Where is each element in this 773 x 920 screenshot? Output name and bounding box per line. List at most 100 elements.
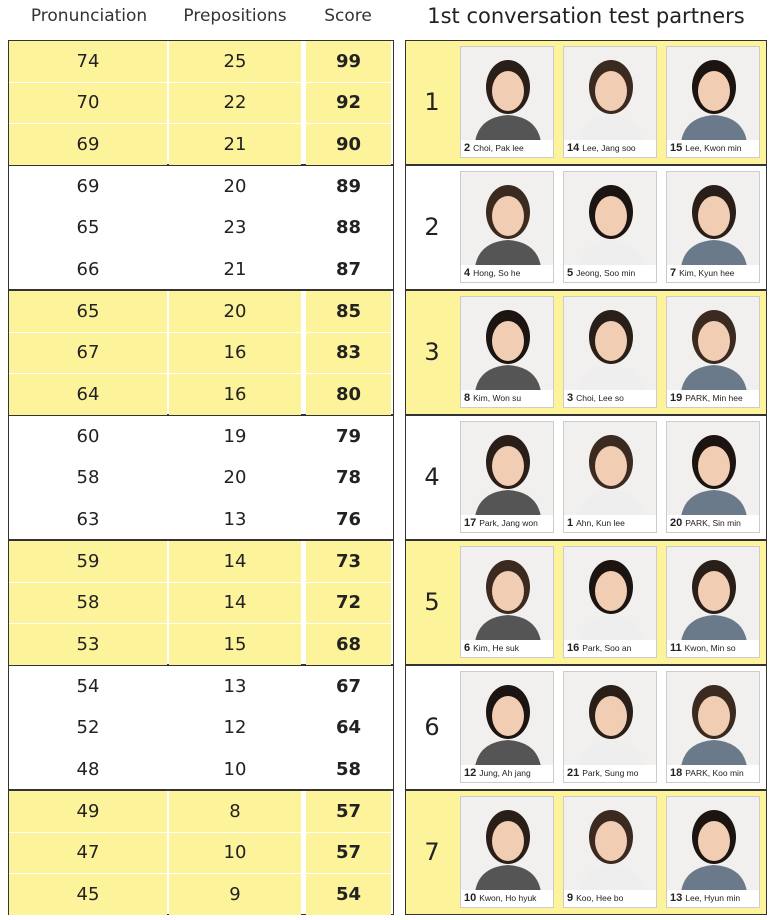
partner-number: 2: [464, 142, 470, 154]
table-cell: 65: [9, 291, 167, 332]
portrait: [667, 797, 760, 892]
table-cell: 89: [306, 166, 391, 207]
table-cell: 57: [306, 833, 391, 874]
group-number: 6: [406, 666, 458, 788]
page: Pronunciation Prepositions Score 1st con…: [0, 0, 773, 920]
table-cell: 25: [169, 41, 301, 82]
group-number: 3: [406, 291, 458, 413]
portrait: [667, 47, 760, 142]
partner-name: Koo, Hee bo: [576, 893, 623, 903]
partner-name: Ahn, Kun lee: [576, 518, 625, 528]
partner-name: Choi, Lee so: [576, 393, 624, 403]
partner-photo: 3Choi, Lee so: [563, 296, 657, 408]
table-cell: 20: [169, 291, 301, 332]
table-cell: 20: [169, 458, 301, 499]
partner-name: Kim, Won su: [473, 393, 521, 403]
table-cell: 66: [9, 249, 167, 290]
portrait: [461, 297, 554, 392]
partner-name: PARK, Min hee: [685, 393, 742, 403]
partner-number: 3: [567, 392, 573, 404]
table-cell: 22: [169, 83, 301, 124]
table-cell: 78: [306, 458, 391, 499]
partner-caption: 11Kwon, Min so: [667, 640, 759, 657]
partner-name: Hong, So he: [473, 268, 520, 278]
table-cell: 99: [306, 41, 391, 82]
table-cell: 58: [9, 458, 167, 499]
table-cell: 13: [169, 666, 301, 707]
partner-number: 20: [670, 517, 682, 529]
table-cell: 72: [306, 583, 391, 624]
partner-number: 18: [670, 767, 682, 779]
table-cell: 14: [169, 583, 301, 624]
partner-number: 16: [567, 642, 579, 654]
portrait: [461, 422, 554, 517]
table-cell: 63: [9, 499, 167, 540]
portrait: [564, 47, 657, 142]
partner-name: Lee, Kwon min: [685, 143, 741, 153]
portrait: [667, 547, 760, 642]
partner-number: 1: [567, 517, 573, 529]
partner-caption: 17Park, Jang won: [461, 515, 553, 532]
portrait: [564, 797, 657, 892]
portrait: [667, 422, 760, 517]
table-cell: 88: [306, 208, 391, 249]
table-cell: 47: [9, 833, 167, 874]
table-cell: 90: [306, 124, 391, 165]
table-cell: 15: [169, 624, 301, 665]
group-number: 4: [406, 416, 458, 538]
table-cell: 60: [9, 416, 167, 457]
table-cell: 87: [306, 249, 391, 290]
partner-number: 7: [670, 267, 676, 279]
partners-title: 1st conversation test partners: [405, 4, 767, 28]
table-cell: 79: [306, 416, 391, 457]
portrait: [461, 797, 554, 892]
partner-name: Kim, He suk: [473, 643, 519, 653]
partner-number: 5: [567, 267, 573, 279]
partner-number: 12: [464, 767, 476, 779]
portrait: [461, 547, 554, 642]
partner-name: Lee, Jang soo: [582, 143, 635, 153]
partner-number: 10: [464, 892, 476, 904]
partner-number: 17: [464, 517, 476, 529]
table-cell: 92: [306, 83, 391, 124]
table-cell: 52: [9, 708, 167, 749]
partner-caption: 15Lee, Kwon min: [667, 140, 759, 157]
partner-name: PARK, Sin min: [685, 518, 741, 528]
partner-name: Lee, Hyun min: [685, 893, 740, 903]
table-cell: 65: [9, 208, 167, 249]
partner-photo: 19PARK, Min hee: [666, 296, 760, 408]
table-cell: 85: [306, 291, 391, 332]
table-cell: 67: [9, 333, 167, 374]
table-cell: 19: [169, 416, 301, 457]
partner-number: 14: [567, 142, 579, 154]
partner-number: 15: [670, 142, 682, 154]
partner-number: 21: [567, 767, 579, 779]
group-number: 2: [406, 166, 458, 288]
table-cell: 45: [9, 874, 167, 915]
table-cell: 10: [169, 833, 301, 874]
portrait: [564, 672, 657, 767]
partner-caption: 10Kwon, Ho hyuk: [461, 890, 553, 907]
